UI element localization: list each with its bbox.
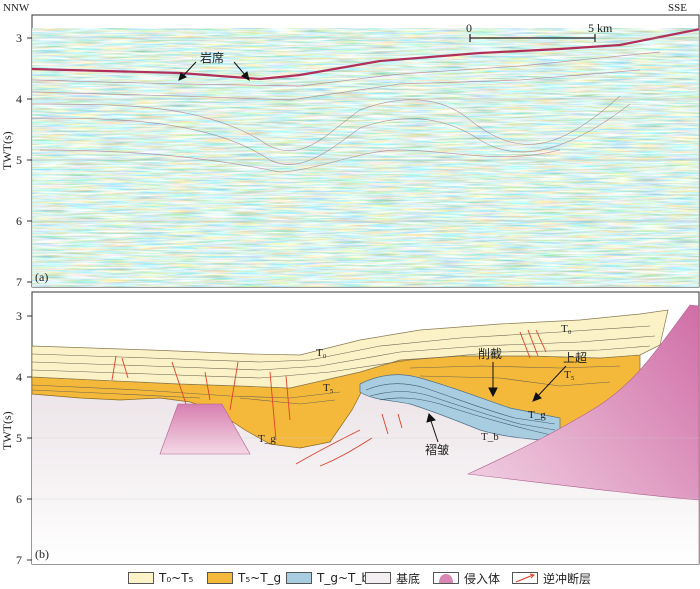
label-fold: 褶皱 (425, 442, 449, 457)
seafloor-reflector (32, 28, 699, 81)
legend-swatch-t5-tg (207, 572, 233, 584)
label-tg-left: T_g (258, 433, 276, 445)
scale-bar-start: 0 (466, 21, 472, 35)
panel-a-tick-7: 7 (16, 275, 22, 289)
panel-a-tick-4: 4 (16, 92, 22, 106)
sill-label: 岩席 (200, 50, 224, 65)
panel-a-tag: (a) (35, 270, 48, 284)
legend-swatch-basement (365, 572, 391, 584)
label-t0-left: T₀ (316, 347, 327, 359)
intrusion-left (159, 403, 251, 455)
legend-label: 逆冲断层 (543, 571, 592, 586)
panel-b-ticks (27, 315, 32, 561)
label-truncation: 削截 (478, 347, 502, 361)
legend-swatch-tg-tb (286, 572, 312, 584)
legend-swatch-thrust (512, 572, 538, 584)
strata-lines (32, 325, 656, 405)
panel-b-tick-3: 3 (16, 309, 22, 323)
direction-left: NNW (3, 2, 30, 14)
legend-swatch-intrusion (433, 572, 459, 584)
seismic-section (32, 28, 699, 287)
sill-arrows (178, 61, 250, 82)
legend-item-t5-tg: T₅~T_g (207, 570, 281, 586)
scale-bar-end: 5 km (588, 21, 613, 35)
panel-b-gridlines (32, 437, 699, 500)
legend: T₀~T₅ T₅~T_g T_g~T_b 基底 侵入体 逆冲断层 (0, 567, 700, 589)
panel-a-tick-6: 6 (16, 214, 22, 228)
legend-label: 侵入体 (464, 571, 501, 586)
legend-swatch-t0-t5 (128, 572, 154, 584)
panel-a: 3 4 5 6 7 TWT(s) (a) 0 5 km 岩席 (0, 14, 700, 289)
legend-label: 基底 (396, 571, 421, 586)
legend-item-t0-t5: T₀~T₅ (128, 570, 193, 586)
label-t5-left: T₅ (323, 382, 334, 394)
label-onlap: 上超 (563, 350, 587, 365)
panel-b: T₀ T₀ T₅ T₅ T_g T_g T_b 削截 上超 褶皱 (0, 291, 700, 567)
panel-b-tick-5: 5 (16, 431, 22, 445)
scale-bar (469, 34, 596, 42)
panel-b-tick-6: 6 (16, 492, 22, 506)
legend-label: T_g~T_b (317, 571, 369, 585)
legend-item-basement: 基底 (365, 570, 420, 586)
label-t0-right: T₀ (561, 323, 572, 335)
thrust-fault-icon (515, 573, 535, 583)
legend-label: T₅~T_g (238, 571, 282, 585)
panel-a-ylabel: TWT(s) (0, 131, 14, 170)
legend-item-tg-tb: T_g~T_b (286, 570, 369, 586)
thrust-faults (111, 329, 547, 467)
panel-a-tick-5: 5 (16, 153, 22, 167)
fold-lines (365, 383, 556, 437)
panel-b-tag: (b) (35, 547, 49, 561)
panel-a-tick-3: 3 (16, 31, 22, 45)
panel-b-tick-7: 7 (16, 553, 22, 567)
label-t5-right: T₅ (564, 369, 575, 381)
intrusion-icon (439, 574, 453, 583)
label-tb: T_b (481, 431, 499, 443)
direction-right: SSE (668, 2, 687, 14)
legend-label: T₀~T₅ (159, 571, 194, 585)
legend-item-thrust: 逆冲断层 (512, 570, 591, 586)
reflectors (32, 51, 661, 173)
intrusion-right (466, 304, 699, 564)
panel-b-ylabel: TWT(s) (0, 411, 14, 450)
label-tg-right: T_g (528, 409, 546, 421)
panel-a-ticks (27, 37, 32, 283)
unit-t0-t5 (32, 309, 669, 389)
panel-b-tick-4: 4 (16, 370, 22, 384)
legend-item-intrusion: 侵入体 (433, 570, 500, 586)
